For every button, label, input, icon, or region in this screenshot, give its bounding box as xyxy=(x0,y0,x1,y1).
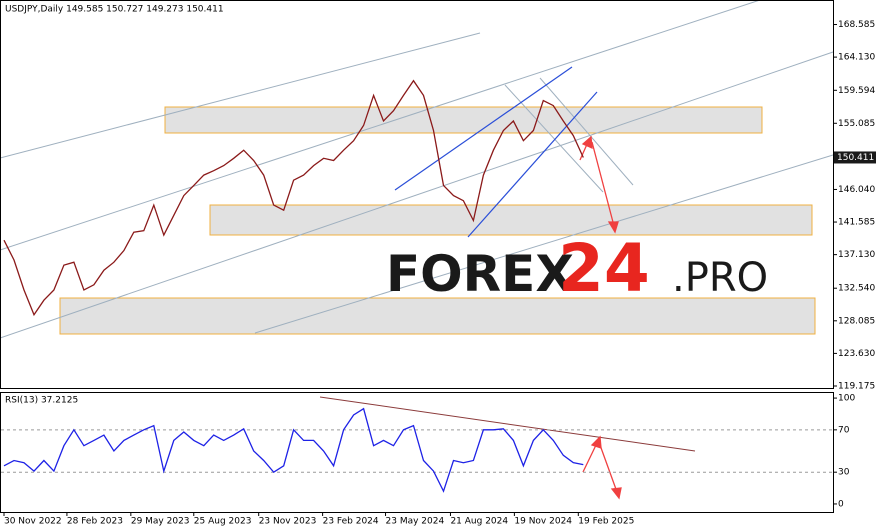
y-tick-label: 100 xyxy=(838,394,855,404)
resistance-zone xyxy=(164,106,763,134)
blue-lines xyxy=(394,66,598,238)
y-tick-label: 155.085 xyxy=(838,119,875,129)
rsi-frame xyxy=(0,392,834,513)
x-tick-label: 29 May 2023 xyxy=(131,517,190,527)
y-tick-label: 137.130 xyxy=(838,250,875,260)
y-tick-label: 141.585 xyxy=(838,218,875,228)
x-tick-label: 19 Nov 2024 xyxy=(514,517,572,527)
arrow xyxy=(582,442,598,473)
y-tick-label: 146.040 xyxy=(838,185,875,195)
x-tick-label: 23 Nov 2023 xyxy=(259,517,317,527)
x-tick-label: 21 Aug 2024 xyxy=(450,517,508,527)
y-tick-label: 128.085 xyxy=(838,316,875,326)
y-tick-label: 132.540 xyxy=(838,284,875,294)
rsi-title: RSI(13) 37.2125 xyxy=(5,396,78,406)
y-tick-label: 30 xyxy=(838,468,850,478)
chart-title: USDJPY,Daily 149.585 150.727 149.273 150… xyxy=(5,5,224,15)
y-tick-label: 123.630 xyxy=(838,349,875,359)
trend-lines xyxy=(0,0,834,339)
x-tick-label: 30 Nov 2022 xyxy=(4,517,62,527)
frames xyxy=(0,0,834,513)
channel-line xyxy=(467,91,598,238)
x-tick-label: 28 Feb 2023 xyxy=(67,517,123,527)
arrow-head xyxy=(607,221,619,234)
y-tick-label: 70 xyxy=(838,425,850,435)
last-price-label: 150.411 xyxy=(837,153,874,163)
x-tick-label: 23 Feb 2024 xyxy=(323,517,379,527)
x-tick-label: 25 Aug 2023 xyxy=(194,517,252,527)
forecast-arrows xyxy=(579,135,622,500)
support-zone xyxy=(209,204,813,236)
watermark-number: 24 xyxy=(558,230,650,307)
y-tick-label: 159.594 xyxy=(838,86,875,96)
channel-line xyxy=(0,51,834,339)
arrow-head xyxy=(590,435,602,449)
channel-line xyxy=(394,66,573,191)
arrow xyxy=(591,141,615,227)
y-tick-label: 164.130 xyxy=(838,53,875,63)
y-tick-label: 0 xyxy=(838,499,844,509)
price-frame xyxy=(0,0,834,389)
watermark-main: FOREX xyxy=(386,245,574,303)
series-line xyxy=(3,407,584,493)
channel-line xyxy=(0,32,481,159)
channel-line xyxy=(539,77,634,186)
arrow xyxy=(599,444,618,493)
x-tick-label: 19 Feb 2025 xyxy=(578,517,634,527)
x-tick-label: 23 May 2024 xyxy=(386,517,445,527)
arrow-head xyxy=(610,487,622,500)
y-tick-label: 119.175 xyxy=(838,381,875,391)
watermark-suffix: .PRO xyxy=(672,255,768,301)
channel-line xyxy=(0,0,761,251)
series-line xyxy=(3,79,584,317)
last-price-box xyxy=(834,151,876,164)
channel-line xyxy=(254,154,834,334)
support-zone xyxy=(59,297,816,335)
rsi-trend-line xyxy=(319,396,696,452)
y-tick-label: 168.585 xyxy=(838,20,875,30)
